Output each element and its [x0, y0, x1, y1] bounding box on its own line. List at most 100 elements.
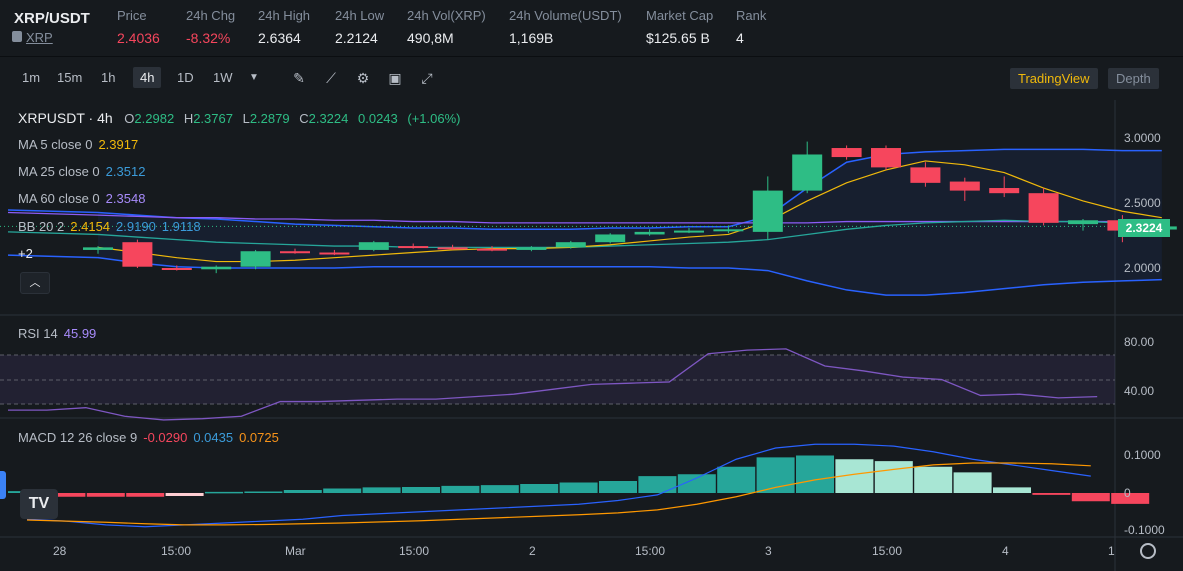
- macd-legend[interactable]: MACD 12 26 close 9 -0.0290 0.0435 0.0725: [18, 430, 279, 445]
- time-tick: 1: [1108, 544, 1115, 558]
- pair-title[interactable]: XRP/USDT: [14, 10, 90, 27]
- rsi-value: 45.99: [63, 326, 97, 341]
- time-tick: 15:00: [399, 544, 430, 558]
- tradingview-button[interactable]: TradingView: [1010, 68, 1098, 89]
- rsi-tick: 40.00: [1124, 384, 1155, 398]
- chart-toolbar: 1m 15m 1h 4h 1D 1W ▼ ✎ ⟋ ⚙ ▣ ⤢ TradingView De…: [0, 58, 1183, 101]
- macd-bar: [86, 493, 125, 497]
- stat-5: 24h Volume(USDT) 1,169B: [509, 8, 622, 46]
- tradingview-logo[interactable]: TV: [20, 489, 58, 519]
- macd-hist-value: -0.0290: [143, 430, 188, 445]
- chevron-down-icon[interactable]: ▼: [249, 72, 259, 83]
- stat-label: Price: [117, 8, 147, 23]
- time-tick: 15:00: [872, 544, 903, 558]
- ma60-legend[interactable]: MA 60 close 0 2.3548: [18, 191, 145, 206]
- candle: [831, 148, 862, 158]
- candle: [792, 154, 823, 191]
- stat-value: -8.32%: [186, 30, 231, 46]
- time-tick: 28: [53, 544, 67, 558]
- ma25-legend[interactable]: MA 25 close 0 2.3512: [18, 164, 145, 179]
- legend-low: 2.2879: [249, 111, 290, 126]
- macd-bar: [599, 481, 637, 493]
- timeframe-4h[interactable]: 4h: [133, 67, 162, 88]
- macd-label: MACD 12 26 close 9: [18, 430, 138, 445]
- macd-bar: [480, 485, 519, 493]
- macd-bar: [362, 487, 401, 493]
- macd-bar: [677, 474, 716, 493]
- macd-tick: 0: [1124, 486, 1131, 500]
- macd-bar: [638, 476, 677, 493]
- candle: [910, 167, 941, 183]
- bb-lower: 1.9118: [161, 219, 201, 234]
- timeframe-1W[interactable]: 1W: [213, 70, 233, 85]
- bb-mid: 2.4154: [70, 219, 111, 234]
- rsi-tick: 80.00: [1124, 335, 1155, 349]
- indicator-icon[interactable]: ⟋: [326, 70, 336, 86]
- save-icon[interactable]: ▣: [388, 70, 402, 86]
- stat-label: Rank: [736, 8, 767, 23]
- candle: [358, 242, 389, 250]
- macd-bar: [323, 488, 362, 493]
- candle: [516, 247, 547, 250]
- candle: [555, 242, 586, 248]
- price-chart-svg[interactable]: [0, 100, 1183, 571]
- candle: [989, 188, 1020, 194]
- rsi-label: RSI 14: [18, 326, 58, 341]
- timeframe-1h[interactable]: 1h: [101, 70, 116, 85]
- candle: [1028, 193, 1059, 223]
- gear-icon[interactable]: ⚙: [356, 70, 370, 86]
- bb-label: BB 20 2: [18, 219, 65, 234]
- macd-bar: [993, 487, 1031, 493]
- legend-change-pct: (+1.06%): [407, 111, 461, 126]
- price-tick: 3.0000: [1124, 131, 1161, 145]
- candle: [871, 148, 901, 168]
- macd-bar: [874, 461, 913, 493]
- pencil-icon[interactable]: ✎: [293, 70, 305, 86]
- candle: [949, 181, 980, 191]
- timeframe-1D[interactable]: 1D: [177, 70, 194, 85]
- depth-button[interactable]: Depth: [1108, 68, 1159, 89]
- macd-dea-line: [26, 462, 1091, 526]
- chart-settings-icon[interactable]: [1140, 543, 1156, 559]
- timeframe-1m[interactable]: 1m: [22, 70, 41, 85]
- legend-open-label: O: [124, 111, 135, 126]
- more-indicators[interactable]: +2: [18, 246, 33, 261]
- bb-fill: [98, 149, 1162, 296]
- stat-2: 24h High 2.6364: [258, 8, 310, 46]
- fullscreen-icon[interactable]: ⤢: [421, 70, 433, 86]
- timeframe-15m[interactable]: 15m: [57, 70, 83, 85]
- macd-tick: 0.1000: [1124, 448, 1161, 462]
- stat-1: 24h Chg -8.32%: [186, 8, 235, 46]
- stat-label: 24h Chg: [186, 8, 236, 23]
- stat-3: 24h Low 2.2124: [335, 8, 384, 46]
- ohlc-legend: XRPUSDT · 4h O2.2982 H2.3767 L2.2879 C2.…: [18, 110, 461, 126]
- macd-bar: [441, 485, 480, 493]
- candle: [201, 266, 232, 270]
- bb-upper-line: [7, 148, 1162, 231]
- stat-value: 490,8M: [407, 30, 454, 46]
- bb-legend[interactable]: BB 20 2 2.4154 2.9190 1.9118: [18, 219, 201, 234]
- drawer-tab[interactable]: [0, 471, 6, 499]
- stat-value: 4: [736, 30, 744, 46]
- macd-bar: [953, 472, 992, 493]
- ma5-legend[interactable]: MA 5 close 0 2.3917: [18, 137, 138, 152]
- price-tick: 2.0000: [1124, 261, 1161, 275]
- price-tick: 2.5000: [1124, 196, 1161, 210]
- stat-value: 2.2124: [335, 30, 378, 46]
- macd-bar: [1111, 493, 1150, 504]
- coin-icon: [12, 31, 22, 42]
- legend-close-label: C: [299, 111, 309, 126]
- stat-label: 24h Volume(USDT): [509, 8, 622, 23]
- candle: [280, 251, 310, 254]
- candle: [752, 190, 783, 232]
- bb-lower-line: [7, 254, 1162, 296]
- chart-area[interactable]: [0, 100, 1183, 571]
- collapse-legend-button[interactable]: ︿: [20, 272, 50, 294]
- stat-7: Rank 4: [736, 8, 766, 46]
- rsi-legend[interactable]: RSI 14 45.99: [18, 326, 96, 341]
- macd-bar: [559, 482, 598, 493]
- pair-sub-link[interactable]: XRP: [12, 30, 53, 45]
- macd-dif-value: 0.0435: [193, 430, 234, 445]
- candle: [713, 229, 744, 232]
- candle: [83, 247, 113, 250]
